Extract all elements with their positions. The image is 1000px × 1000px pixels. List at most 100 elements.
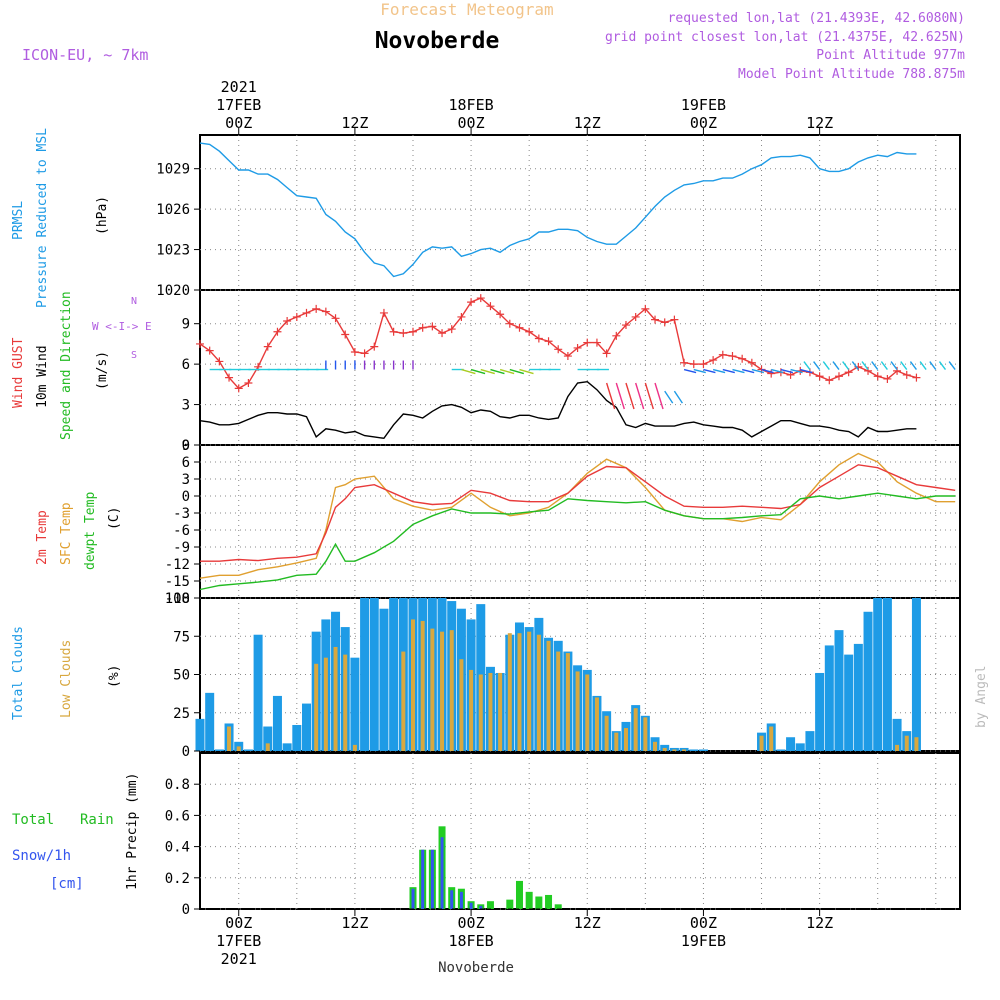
low-clouds-bar xyxy=(507,633,512,751)
low-clouds-bar xyxy=(517,633,522,751)
wind-panel-frame xyxy=(199,289,961,446)
gust-marker xyxy=(544,337,553,346)
wind-direction-arrow xyxy=(880,361,888,370)
y-tick-label: 0 xyxy=(182,489,190,505)
gust-marker xyxy=(709,356,718,365)
pressure-label-1: PRMSL xyxy=(11,201,26,240)
total-clouds-bar xyxy=(360,598,370,751)
total-clouds-bar xyxy=(844,654,854,751)
wind-direction-arrow xyxy=(519,368,534,375)
gust-marker xyxy=(670,315,679,324)
total-clouds-bar xyxy=(389,598,399,751)
x-tick-label-bottom: 18FEB xyxy=(449,932,494,950)
gust-marker xyxy=(467,298,476,307)
dewpt-temp-line xyxy=(199,492,956,591)
x-tick-label-bottom: 12Z xyxy=(341,914,368,932)
y-tick-label: 0.4 xyxy=(165,840,190,856)
wind-direction-arrow xyxy=(919,361,927,370)
low-clouds-bar xyxy=(343,654,348,751)
y-tick-label: 1029 xyxy=(156,162,190,178)
gust-marker xyxy=(767,369,776,378)
low-clouds-bar xyxy=(633,708,638,751)
x-tick-label-bottom: 12Z xyxy=(574,914,601,932)
gust-marker xyxy=(660,318,669,327)
gust-marker xyxy=(699,360,708,369)
low-clouds-bar xyxy=(401,651,406,751)
wind-direction-arrow xyxy=(470,368,486,375)
snow-bar xyxy=(411,888,415,909)
low-clouds-bar xyxy=(623,728,628,751)
low-clouds-bar xyxy=(546,640,551,751)
grid-point-coords: grid point closest lon,lat (21.4375E, 42… xyxy=(605,30,965,45)
total-clouds-bar xyxy=(689,749,699,751)
low-clouds-bar xyxy=(236,746,241,751)
gust-marker xyxy=(563,352,572,361)
2m-temp-line xyxy=(200,464,956,562)
total-clouds-bar xyxy=(214,749,224,751)
low-clouds-bar xyxy=(323,657,328,751)
low-clouds-bar xyxy=(759,735,764,751)
gust-marker xyxy=(196,339,204,348)
gust-marker xyxy=(515,323,524,332)
low-clouds-bar xyxy=(227,726,232,751)
wind-direction-arrow xyxy=(900,361,908,370)
gust-marker xyxy=(583,338,592,347)
wind-label-1: Wind GUST xyxy=(11,337,26,408)
gust-line xyxy=(199,297,917,390)
low-clouds-bar xyxy=(614,732,619,751)
total-clouds-bar xyxy=(282,743,292,751)
bottom-location: Novoberde xyxy=(438,960,514,976)
gust-marker xyxy=(379,308,388,317)
wind-direction-arrow xyxy=(605,382,616,410)
low-clouds-bar xyxy=(682,749,687,751)
model-label: ICON-EU, ~ 7km xyxy=(22,46,148,64)
gust-marker xyxy=(292,312,301,321)
total-clouds-bar xyxy=(805,731,815,751)
pressure-unit: (hPa) xyxy=(95,196,110,235)
pressure-line xyxy=(199,142,917,278)
total-clouds-bar xyxy=(698,749,708,751)
wind10m-line xyxy=(199,380,917,440)
x-tick-label-bottom: 17FEB xyxy=(216,932,261,950)
temp-label-3: dewpt Temp xyxy=(83,492,98,570)
chart-marks xyxy=(195,142,960,910)
snow-bar xyxy=(479,905,483,909)
temp-unit: (C) xyxy=(107,507,122,530)
total-clouds-bar xyxy=(824,645,834,751)
tick-labels: 10201023102610290369-18-15-12-9-6-303690… xyxy=(156,78,833,968)
x-tick-label-top: 00Z xyxy=(225,114,252,132)
total-clouds-bar xyxy=(911,598,921,751)
total-clouds-bar xyxy=(892,718,902,751)
rain-bar xyxy=(506,899,514,909)
gust-marker xyxy=(215,357,224,366)
total-clouds-bar xyxy=(882,598,892,751)
temp-label-1: 2m Temp xyxy=(35,510,50,565)
gust-marker xyxy=(534,334,543,343)
wind-direction-arrow xyxy=(948,361,956,370)
y-tick-label: 0 xyxy=(182,438,190,454)
grid-lines xyxy=(200,135,960,910)
gust-marker xyxy=(689,360,698,369)
wind-direction-arrow xyxy=(490,368,505,375)
rain-bar xyxy=(486,901,494,909)
rain-bar xyxy=(535,896,543,909)
clouds-label-2: Low Clouds xyxy=(59,640,74,718)
gust-marker xyxy=(389,327,398,336)
gust-marker xyxy=(360,349,369,358)
wind-direction-arrow xyxy=(851,361,859,370)
gust-marker xyxy=(718,350,727,359)
total-clouds-bar xyxy=(292,724,302,751)
wind-direction-arrow xyxy=(693,368,706,374)
snow-bar xyxy=(440,837,444,909)
title-top: Forecast Meteogram xyxy=(380,0,553,19)
snow-bar xyxy=(421,849,425,909)
low-clouds-bar xyxy=(653,741,658,751)
total-clouds-bar xyxy=(195,718,205,751)
temp-label-2: SFC Temp xyxy=(59,502,74,565)
y-tick-label: -3 xyxy=(173,506,190,522)
wind-label-2: 10m Wind xyxy=(35,345,50,408)
low-clouds-bar xyxy=(536,634,541,751)
sfc-temp-line xyxy=(199,452,956,579)
total-clouds-bar xyxy=(834,630,844,751)
x-tick-label-top: 12Z xyxy=(341,114,368,132)
